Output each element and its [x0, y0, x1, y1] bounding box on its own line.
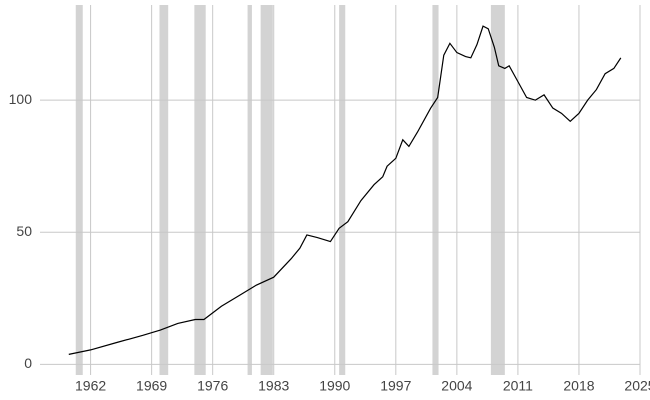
x-tick-label: 2025 — [624, 378, 650, 394]
recession-band — [75, 5, 83, 375]
x-tick-label: 2004 — [441, 378, 472, 394]
y-tick-label: 0 — [24, 355, 32, 371]
x-tick-label: 1976 — [197, 378, 228, 394]
y-tick-label: 50 — [16, 223, 32, 239]
recession-band — [247, 5, 252, 375]
recession-band — [339, 5, 346, 375]
recession-band — [432, 5, 439, 375]
x-tick-label: 1997 — [380, 378, 411, 394]
recession-band — [159, 5, 169, 375]
recession-band — [260, 5, 273, 375]
y-tick-label: 100 — [9, 91, 33, 107]
x-tick-label: 2011 — [503, 378, 533, 394]
data-line — [68, 25, 622, 355]
x-tick-label: 1983 — [258, 378, 289, 394]
recession-band — [194, 5, 206, 375]
x-tick-label: 1969 — [136, 378, 167, 394]
x-tick-label: 1962 — [75, 378, 106, 394]
x-tick-label: 2018 — [563, 378, 594, 394]
x-tick-label: 1990 — [319, 378, 350, 394]
recession-band — [490, 5, 505, 375]
